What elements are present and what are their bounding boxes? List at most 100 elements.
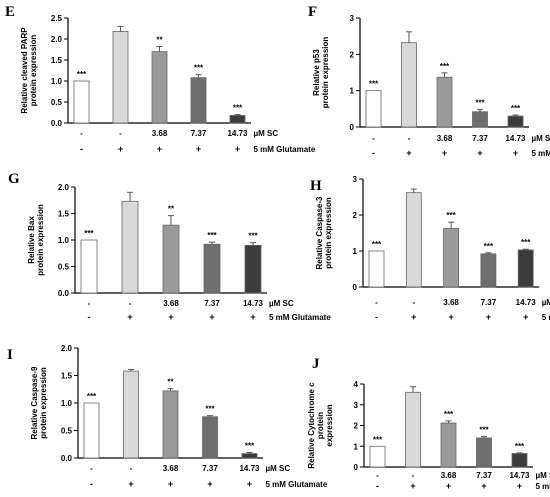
panel-e-sc-value-2: - [119, 129, 122, 138]
panel-h-sc-value-4: 7.37 [481, 298, 497, 307]
panel-h-sig-3: *** [446, 211, 456, 220]
panel-g-glutamate-value-1: - [88, 312, 91, 322]
panel-j-sc-value-3: 3.68 [441, 471, 457, 480]
panel-g-bar-2 [121, 200, 139, 294]
panel-h-sig-5: *** [521, 238, 531, 247]
panel-i-sc-value-3: 3.68 [163, 464, 179, 473]
panel-f-sc-value-2: - [408, 134, 411, 143]
panel-j-sc-value-4: 7.37 [476, 471, 492, 480]
panel-f-sc-label: µM SC [532, 134, 550, 143]
panel-g-bar-3 [162, 224, 180, 294]
panel-j-bar-2 [405, 391, 421, 468]
panel-j-bar-4 [476, 437, 492, 468]
panel-f-sig-3: *** [440, 62, 450, 71]
panel-h-glutamate-value-5: + [523, 312, 528, 322]
panel-i-sig-4: *** [205, 405, 215, 414]
panel-g-letter: G [8, 171, 20, 187]
panel-g-ylabel-line: protein expression [36, 204, 45, 276]
panel-j-ylabel-line: expression [325, 404, 334, 446]
panel-g-bar-5 [244, 244, 262, 294]
panel-h-sc-label: µM SC [542, 298, 550, 307]
panel-j-bar-1 [369, 445, 386, 468]
panel-h-bar-1 [368, 250, 385, 288]
panel-f-sc-value-3: 3.68 [437, 134, 453, 143]
panel-j-glutamate-value-5: + [517, 481, 522, 491]
panel-f-glutamate-value-3: + [442, 148, 447, 158]
panel-j-ylabel-line: protein [316, 412, 325, 439]
panel-h-ytick-label: 0 [353, 283, 358, 292]
panel-e-sc-value-3: 3.68 [152, 129, 168, 138]
panel-h-sig-1: *** [372, 240, 382, 249]
panel-j-sig-3: *** [444, 410, 454, 419]
panel-e-sig-4: *** [194, 64, 204, 73]
panel-i-ytick-label: 1.0 [61, 399, 73, 408]
panel-g-sc-value-2: - [129, 299, 132, 308]
panel-f-bar-2 [401, 42, 417, 128]
panel-e-sc-value-4: 7.37 [191, 129, 207, 138]
panel-i-sc-value-1: - [90, 464, 93, 473]
panel-j-sc-value-1: - [376, 471, 379, 480]
panel-e-sig-5: *** [233, 104, 243, 113]
panel-e-glutamate-value-4: + [196, 144, 201, 154]
panel-h-sc-value-1: - [375, 298, 378, 307]
panel-g-glutamate-value-4: + [209, 312, 214, 322]
panel-i-ytick-label: 1.5 [61, 372, 73, 381]
panel-e-glutamate-value-5: + [235, 144, 240, 154]
panel-h-glutamate-value-4: + [486, 312, 491, 322]
panel-g-ytick-label: 0.5 [58, 263, 70, 272]
panel-e-glutamate-label: 5 mM Glutamate [254, 145, 316, 154]
panel-g-bar-1 [80, 239, 98, 294]
panel-f-ytick-label: 2 [350, 50, 355, 59]
panel-g-sc-value-3: 3.68 [163, 299, 179, 308]
panel-e-bar-3 [151, 51, 168, 124]
panel-f-glutamate-value-2: + [406, 148, 411, 158]
panel-f-sc-value-5: 14.73 [505, 134, 526, 143]
panel-j-ytick-label: 3 [354, 401, 359, 410]
panel-j-glutamate-label: 5 mM Glutamate [536, 482, 550, 491]
panel-g-ytick-label: 2.0 [58, 183, 70, 192]
panel-h-glutamate-value-3: + [448, 312, 453, 322]
panel-h-bar-5 [517, 249, 534, 288]
panel-f-bar-1 [365, 90, 382, 128]
panel-g-sc-value-1: - [88, 299, 91, 308]
panel-h-ytick-label: 2 [353, 211, 358, 220]
panel-i-glutamate-value-2: + [128, 479, 133, 489]
panel-h-sc-value-2: - [412, 298, 415, 307]
panel-e-ytick-label: 2.0 [51, 35, 63, 44]
panel-f-bar-4 [472, 111, 488, 128]
panel-j-glutamate-value-4: + [481, 481, 486, 491]
panel-j-glutamate-value-2: + [410, 481, 415, 491]
panel-h-letter: H [310, 178, 322, 194]
panel-i-ylabel-line: Relative Caspase-9 [30, 366, 39, 439]
panel-f-bar-5 [507, 115, 524, 128]
panel-e-ytick-label: 2.5 [51, 14, 63, 23]
panel-f-sc-value-4: 7.37 [472, 134, 488, 143]
panel-e-glutamate-value-2: + [118, 144, 123, 154]
panel-g-glutamate-value-3: + [168, 312, 173, 322]
panel-e-sc-label: µM SC [254, 129, 279, 138]
panel-f-sig-5: *** [511, 104, 521, 113]
panel-i-ylabel-line: protein expression [39, 367, 48, 439]
panel-f-glutamate-value-1: - [372, 148, 375, 158]
panel-e-sc-value-1: - [80, 129, 83, 138]
panel-i-glutamate-value-5: + [247, 479, 252, 489]
panel-g-sc-value-5: 14.73 [243, 299, 264, 308]
panel-i-glutamate-value-4: + [207, 479, 212, 489]
panel-h-bar-3 [443, 227, 460, 288]
panel-e-bar-2 [112, 31, 129, 124]
panel-g-sig-5: *** [248, 232, 258, 241]
panel-i-sc-value-2: - [130, 464, 133, 473]
panel-j-sig-4: *** [479, 426, 489, 435]
panel-j-glutamate-value-1: - [376, 481, 379, 491]
panel-h-bar-4 [480, 253, 497, 288]
panel-i-sig-5: *** [245, 442, 255, 451]
panel-j-bar-3 [440, 422, 457, 468]
panel-i-bar-4 [202, 416, 218, 459]
panel-g-sig-3: ** [168, 205, 175, 214]
panel-f-glutamate-value-4: + [477, 148, 482, 158]
panel-i-ytick-label: 0.5 [61, 427, 73, 436]
panel-j-letter: J [312, 356, 320, 372]
panel-j-sig-5: *** [515, 442, 525, 451]
panel-g-sig-1: *** [84, 229, 94, 238]
